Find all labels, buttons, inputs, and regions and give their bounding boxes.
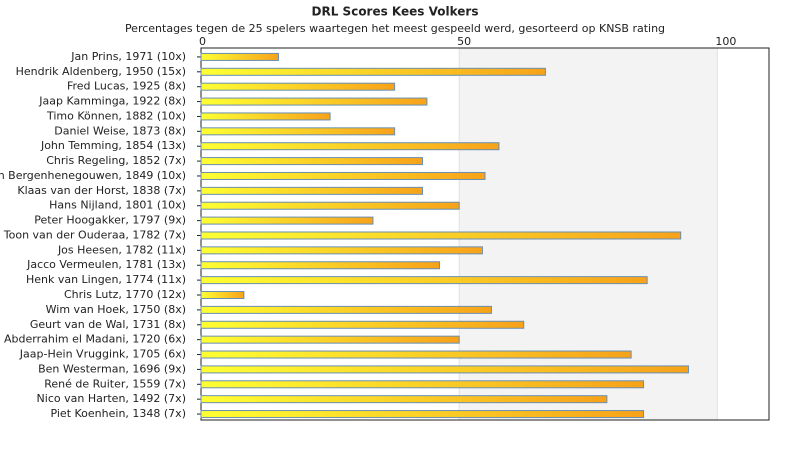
y-tick-label: Jan Prins, 1971 (10x)	[70, 50, 186, 63]
y-tick-label: Jaap-Hein Vruggink, 1705 (6x)	[19, 348, 186, 361]
x-tick-label: 0	[199, 35, 206, 48]
bar	[200, 320, 525, 329]
y-tick-label: Hendrik Aldenberg, 1950 (15x)	[16, 65, 186, 78]
bar	[200, 52, 279, 61]
y-tick-label: Jaap Kamminga, 1922 (8x)	[38, 95, 186, 108]
y-tick-label: Toon van der Ouderaa, 1782 (7x)	[3, 228, 186, 241]
y-tick-label: Piet Koenhein, 1348 (7x)	[50, 407, 186, 420]
y-tick-label: Chris Lutz, 1770 (12x)	[64, 288, 186, 301]
bar	[200, 350, 632, 359]
bar	[200, 335, 460, 344]
bar	[200, 395, 608, 404]
bar	[200, 410, 645, 419]
bar	[200, 276, 648, 285]
bar	[200, 97, 428, 106]
bar	[200, 171, 486, 180]
y-tick-label: Peter Hoogakker, 1797 (9x)	[34, 214, 186, 227]
y-tick-label: Geurt van de Wal, 1731 (8x)	[30, 318, 186, 331]
y-tick-label: Hans Nijland, 1801 (10x)	[49, 199, 186, 212]
bar	[200, 261, 441, 270]
bar	[200, 231, 682, 240]
bar	[200, 305, 492, 314]
bar	[200, 112, 331, 121]
y-tick-label: Abderrahim el Madani, 1720 (6x)	[4, 333, 186, 346]
bar	[200, 82, 396, 91]
y-tick-label: Chris Regeling, 1852 (7x)	[46, 154, 186, 167]
bar	[200, 291, 245, 300]
bar	[200, 67, 546, 76]
bar	[200, 157, 424, 166]
y-tick-label: Henk van Lingen, 1774 (11x)	[26, 273, 186, 286]
y-tick-label: Nico van Harten, 1492 (7x)	[37, 392, 186, 405]
y-tick-label: Jos Heesen, 1782 (11x)	[57, 243, 186, 256]
bar	[200, 142, 500, 151]
y-tick-label: Timo Können, 1882 (10x)	[46, 109, 186, 122]
y-tick-label: Daniel Weise, 1873 (8x)	[54, 124, 186, 137]
bar	[200, 365, 689, 374]
y-tick-label: Wim van Hoek, 1750 (8x)	[46, 303, 186, 316]
bar	[200, 380, 645, 389]
bar	[200, 127, 396, 136]
y-tick-label: an Bergenhenegouwen, 1849 (10x)	[0, 169, 186, 182]
bar	[200, 201, 460, 210]
bar	[200, 246, 483, 255]
y-tick-label: Jacco Vermeulen, 1781 (13x)	[26, 258, 186, 271]
bar	[200, 216, 374, 225]
x-tick-label: 50	[457, 35, 471, 48]
x-tick-label: 100	[715, 35, 736, 48]
bar	[200, 186, 424, 195]
y-tick-label: Fred Lucas, 1925 (8x)	[67, 80, 186, 93]
y-tick-label: René de Ruiter, 1559 (7x)	[44, 377, 186, 390]
y-tick-label: Klaas van der Horst, 1838 (7x)	[17, 184, 186, 197]
chart-subtitle: Percentages tegen de 25 spelers waartege…	[125, 22, 665, 35]
chart-title: DRL Scores Kees Volkers	[312, 5, 479, 19]
y-tick-label: John Temming, 1854 (13x)	[40, 139, 186, 152]
y-tick-label: Ben Westerman, 1696 (9x)	[38, 362, 186, 375]
